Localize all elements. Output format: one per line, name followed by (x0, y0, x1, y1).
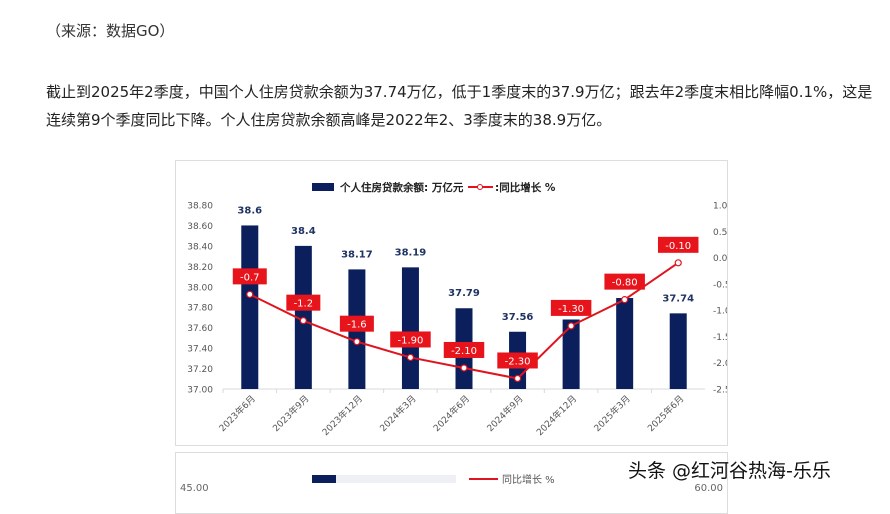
line-label-box (443, 341, 485, 358)
left-tick-label: 38.00 (187, 283, 213, 293)
line-label-box (390, 331, 431, 348)
line-value-label: -1.90 (398, 335, 424, 346)
right-tick-label: 1.00 (713, 202, 727, 212)
bar (616, 298, 634, 389)
line-point (513, 374, 522, 383)
line-label-box (550, 299, 592, 316)
x-tick-label: 2023年12月 (320, 393, 366, 439)
bar-value-label: 38.4 (291, 226, 316, 237)
left-tick-label: 38.60 (187, 222, 213, 232)
line-point (674, 259, 682, 267)
right-tick-label: -2.00 (713, 359, 727, 369)
legend-line-label-2: 同比增长 % (502, 473, 555, 486)
left-tick-label: 38.80 (187, 202, 213, 212)
bar-value-label: 38.19 (395, 247, 427, 258)
article-paragraph: 截止到2025年2季度，中国个人住房贷款余额为37.74万亿，低于1季度末的37… (46, 83, 873, 129)
right-tick-label: 0.00 (713, 254, 727, 264)
x-tick-label: 2025年3月 (591, 393, 632, 434)
line-label-box (339, 315, 374, 332)
watermark: 头条 @红河谷热海-乐乐 (628, 460, 831, 482)
x-tick-label: 2025年6月 (645, 393, 686, 434)
right-tick-label: -2.50 (713, 386, 727, 396)
line-label-box (657, 236, 699, 253)
line-point (353, 338, 361, 346)
left-tick-label: 38.40 (187, 242, 213, 252)
bar (562, 319, 580, 389)
left-tick-label: 37.40 (187, 345, 213, 355)
legend-bar-label: 个人住房贷款余额: 万亿元 (339, 181, 464, 194)
line-value-label: -0.80 (612, 278, 638, 289)
line-label-box (286, 294, 321, 311)
bar-value-label: 37.74 (662, 293, 694, 304)
line-value-label: -0.10 (665, 241, 691, 252)
line-value-label: -2.30 (505, 356, 531, 367)
legend-line-label: :同比增长 % (495, 181, 556, 194)
right-tick-label: -0.50 (713, 280, 727, 290)
legend-bar-swatch (312, 183, 334, 191)
line-point (246, 290, 254, 298)
left-tick-label: 37.00 (187, 386, 213, 396)
x-tick-label: 2024年12月 (534, 393, 580, 439)
legend-bar-swatch-2 (312, 475, 336, 483)
bar (241, 225, 259, 389)
line-point (299, 317, 307, 325)
bar-value-label: 38.6 (237, 205, 262, 216)
legend-blurred (336, 475, 456, 483)
bar (401, 267, 419, 389)
right-tick-label: -1.50 (713, 333, 727, 343)
chart-frame: 个人住房贷款余额: 万亿元 :同比增长 % 37.00 37.20 37.40 37.… (175, 160, 728, 446)
x-tick-label: 2023年6月 (216, 393, 257, 434)
left-tick-label: 37.80 (187, 304, 213, 314)
line-value-label: -2.10 (451, 346, 477, 357)
left-tick-label: 37.60 (187, 324, 213, 334)
source-note: （来源：数据GO） (46, 22, 175, 40)
bar-value-label: 37.56 (502, 312, 534, 323)
legend-line-marker (477, 184, 483, 190)
bar-value-label: 38.17 (341, 249, 373, 260)
line-value-label: -1.30 (558, 304, 584, 315)
x-tick-label: 2024年9月 (484, 393, 525, 434)
left-tick-label: 37.20 (187, 365, 213, 375)
x-tick-label: 2024年6月 (431, 393, 472, 434)
x-tick-label: 2023年9月 (270, 393, 311, 434)
combo-chart: 个人住房贷款余额: 万亿元 :同比增长 % 37.00 37.20 37.40 37.… (187, 181, 727, 439)
right-tick-label: -1.00 (713, 307, 727, 317)
right-tick-2: 60.00 (694, 483, 723, 494)
line-label-box (604, 273, 645, 290)
left-tick-label: 38.20 (187, 263, 213, 273)
line-point (567, 322, 575, 330)
left-tick-2: 45.00 (180, 483, 209, 494)
line-point (406, 353, 415, 362)
second-chart: 同比增长 % 45.00 60.00 (180, 473, 723, 494)
line-label-box (232, 268, 267, 285)
bar (669, 313, 687, 389)
x-tick-label: 2024年3月 (377, 393, 418, 434)
bar-value-label: 37.79 (448, 288, 480, 299)
line-value-label: -1.6 (347, 320, 367, 331)
line-point (460, 364, 468, 372)
legend: 个人住房贷款余额: 万亿元 :同比增长 % (312, 181, 556, 194)
right-tick-label: 0.50 (713, 228, 727, 238)
line-label-box (497, 352, 538, 369)
line-point (621, 296, 629, 304)
line-value-label: -0.7 (240, 272, 260, 283)
line-value-label: -1.2 (294, 299, 314, 310)
